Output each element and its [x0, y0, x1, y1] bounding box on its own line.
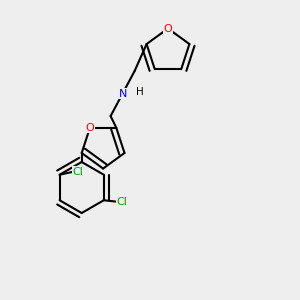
Text: N: N — [118, 88, 127, 98]
Text: Cl: Cl — [72, 167, 83, 177]
Text: O: O — [164, 23, 172, 34]
Text: O: O — [85, 123, 94, 133]
Text: Cl: Cl — [116, 197, 127, 207]
Text: H: H — [136, 87, 144, 97]
